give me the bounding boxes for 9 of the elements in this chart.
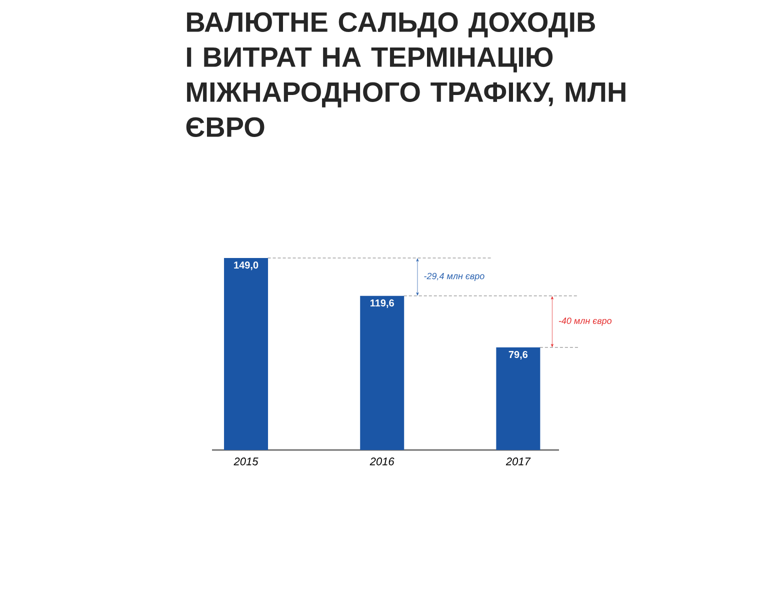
annotation: -29,4 млн євро <box>424 272 484 282</box>
data-label: 149,0 <box>234 262 258 270</box>
chart-title: ВАЛЮТНЕ САЛЬДО ДОХОДІВ І ВИТРАТ НА ТЕРМІНАЦІЮ МІЖНАРОДНОГО ТРАФІКУ, МЛН ЄВРО <box>186 12 626 138</box>
annotation: -40 млн євро <box>558 318 612 326</box>
x-tick-label: 2017 <box>506 458 531 466</box>
data-label: 119,6 <box>370 299 394 308</box>
data-label: 79,6 <box>508 350 528 360</box>
x-tick-label: 2016 <box>370 458 394 466</box>
x-tick-label: 2015 <box>234 458 258 466</box>
